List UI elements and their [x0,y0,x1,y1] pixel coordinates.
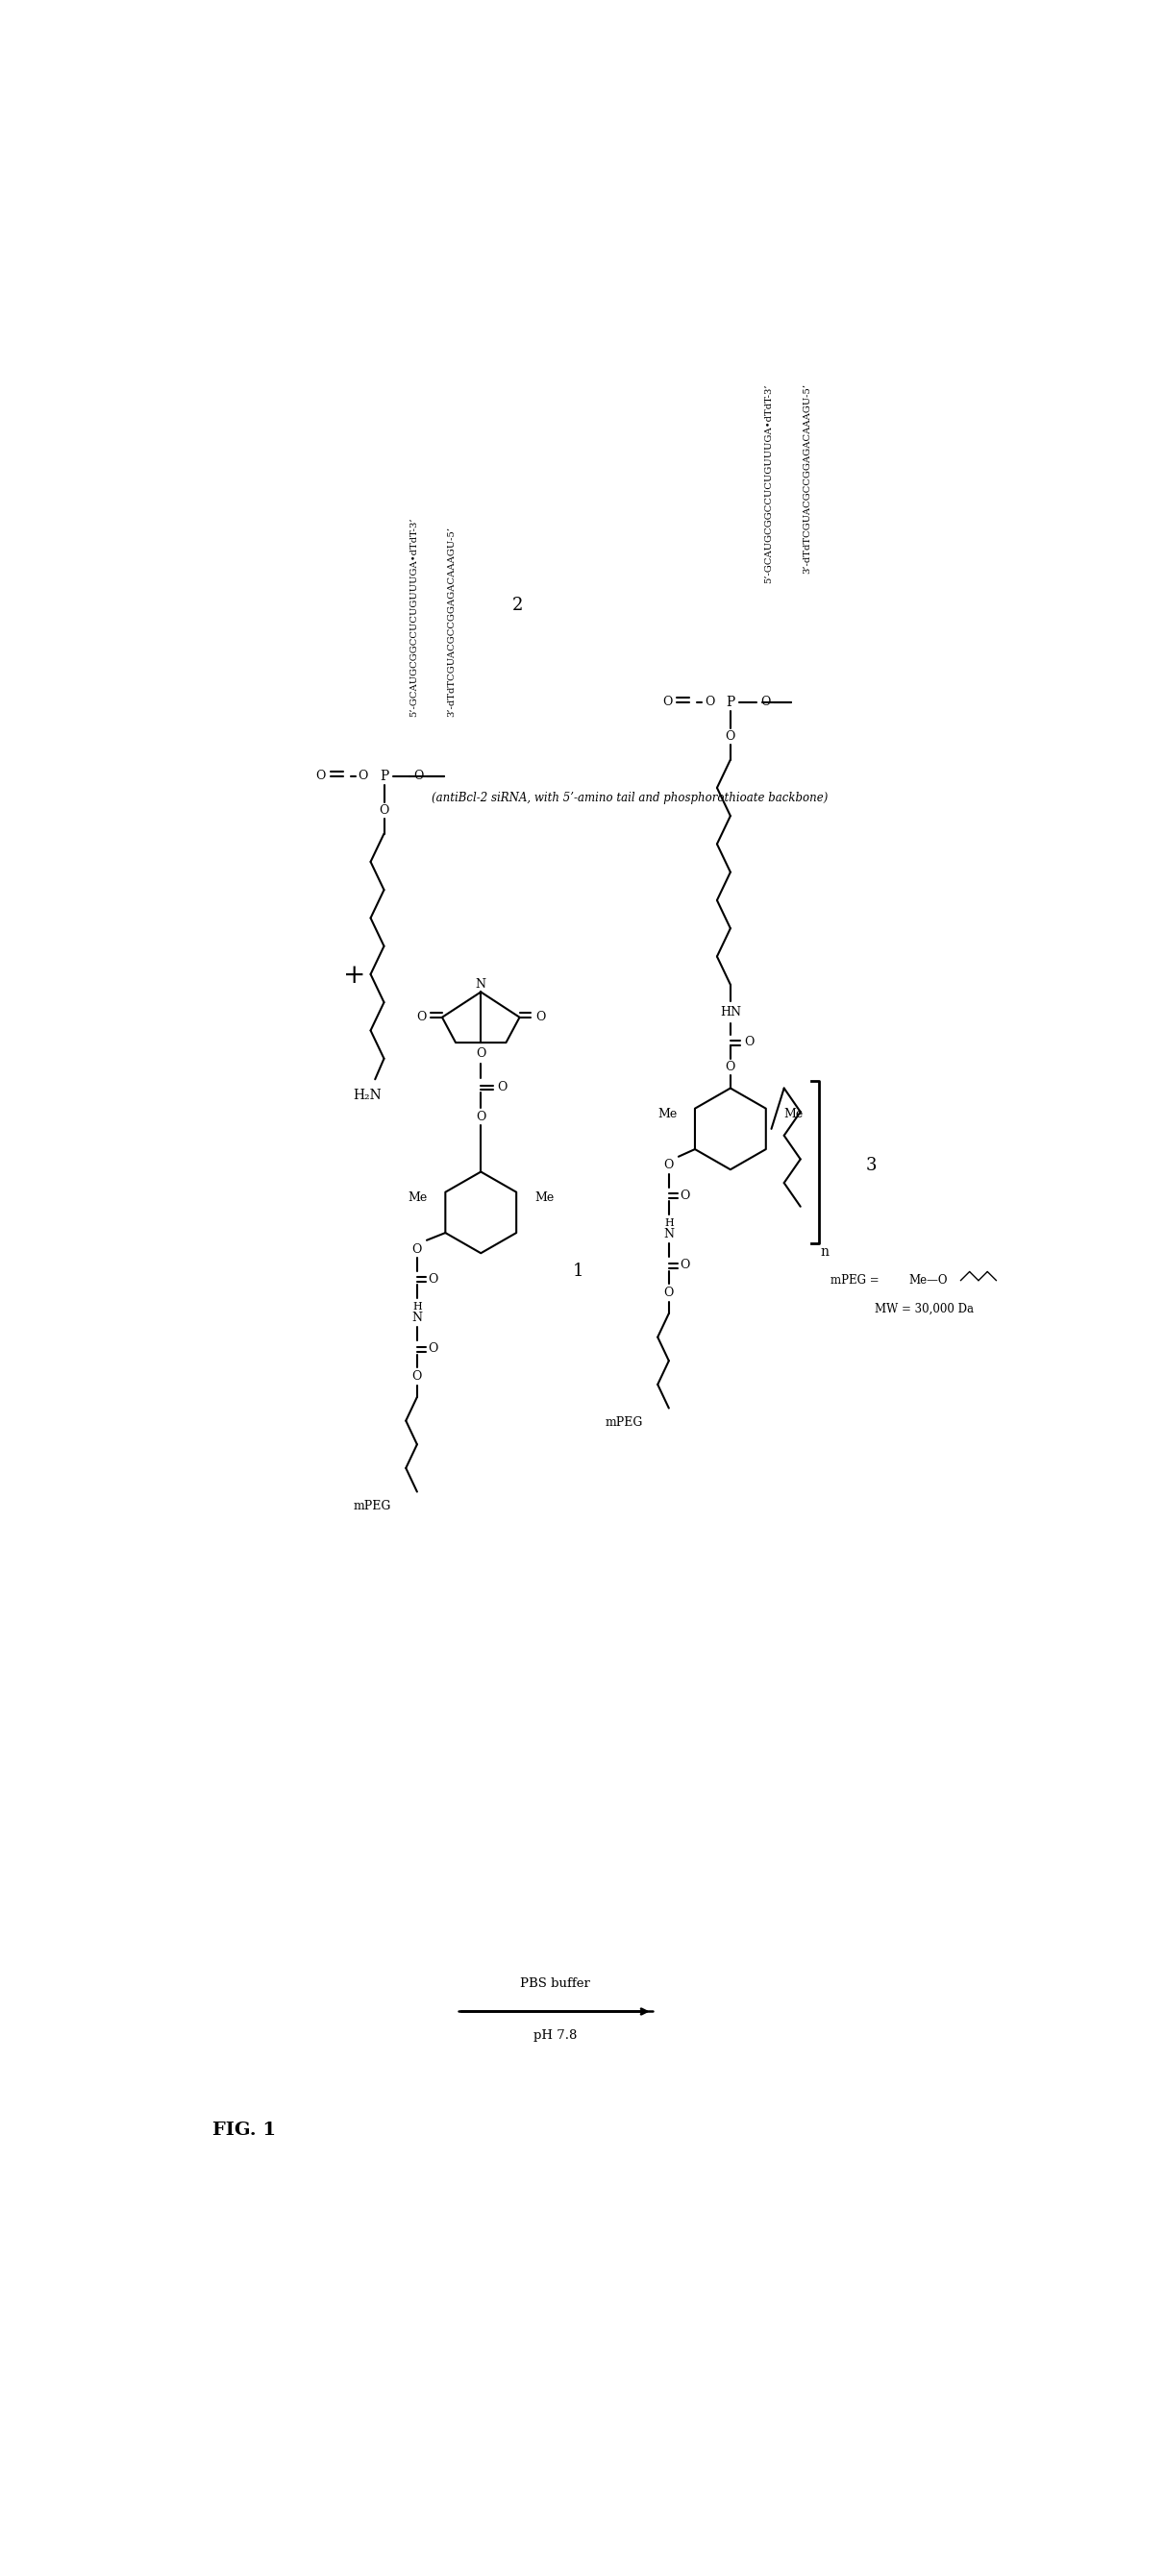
Text: O: O [662,696,672,708]
Text: O: O [358,770,368,783]
Text: HN: HN [720,1007,741,1020]
Text: N: N [664,1229,675,1242]
Text: mPEG: mPEG [353,1499,391,1512]
Text: N: N [475,979,486,992]
Text: O: O [680,1260,690,1273]
Text: mPEG: mPEG [605,1417,643,1430]
Text: H: H [412,1301,422,1311]
Text: H₂N: H₂N [353,1090,382,1103]
Text: O: O [761,696,770,708]
Text: H: H [664,1218,673,1229]
Text: Me: Me [535,1193,553,1203]
Text: O: O [664,1159,673,1172]
Text: 1: 1 [572,1262,584,1280]
Text: O: O [412,1242,422,1255]
Text: O: O [412,1370,422,1383]
Text: Me—O: Me—O [909,1275,947,1288]
Text: +: + [343,963,366,989]
Text: 3’-dTdTCGUACGCCGGAGACAAAGU-5’: 3’-dTdTCGUACGCCGGAGACAAAGU-5’ [803,384,811,574]
Text: O: O [744,1036,754,1048]
Text: P: P [726,696,735,708]
Text: O: O [705,696,714,708]
Text: O: O [664,1285,673,1298]
Text: 5’-GCAUGCGGCCUCUGUUUGA•dTdT-3’: 5’-GCAUGCGGCCUCUGUUUGA•dTdT-3’ [764,384,772,582]
Text: pH 7.8: pH 7.8 [534,2030,577,2040]
Text: 3: 3 [866,1157,877,1175]
Text: O: O [536,1010,545,1023]
Text: N: N [411,1311,423,1324]
Text: O: O [316,770,326,783]
Text: (antiBcl-2 siRNA, with 5’-amino tail and phosphorothioate backbone): (antiBcl-2 siRNA, with 5’-amino tail and… [432,791,828,804]
Text: PBS buffer: PBS buffer [521,1978,591,1989]
Text: O: O [429,1273,438,1285]
Text: MW = 30,000 Da: MW = 30,000 Da [875,1303,974,1314]
Text: 2: 2 [513,598,523,616]
Text: 5’-GCAUGCGGCCUCUGUUUGA•dTdT-3’: 5’-GCAUGCGGCCUCUGUUUGA•dTdT-3’ [410,518,418,716]
Text: O: O [416,1010,426,1023]
Text: O: O [726,732,735,742]
Text: Me: Me [657,1108,677,1121]
Text: O: O [726,1061,735,1074]
Text: O: O [429,1342,438,1355]
Text: n: n [820,1247,829,1260]
Text: O: O [496,1082,507,1092]
Text: P: P [380,770,388,783]
Text: FIG. 1: FIG. 1 [213,2120,276,2138]
Text: O: O [414,770,424,783]
Text: mPEG =: mPEG = [831,1275,878,1288]
Text: 3’-dTdTCGUACGCCGGAGACAAAGU-5’: 3’-dTdTCGUACGCCGGAGACAAAGU-5’ [447,526,456,716]
Text: O: O [475,1110,486,1123]
Text: Me: Me [784,1108,804,1121]
Text: O: O [475,1048,486,1059]
Text: O: O [680,1190,690,1203]
Text: Me: Me [408,1193,428,1203]
Text: O: O [379,804,389,817]
